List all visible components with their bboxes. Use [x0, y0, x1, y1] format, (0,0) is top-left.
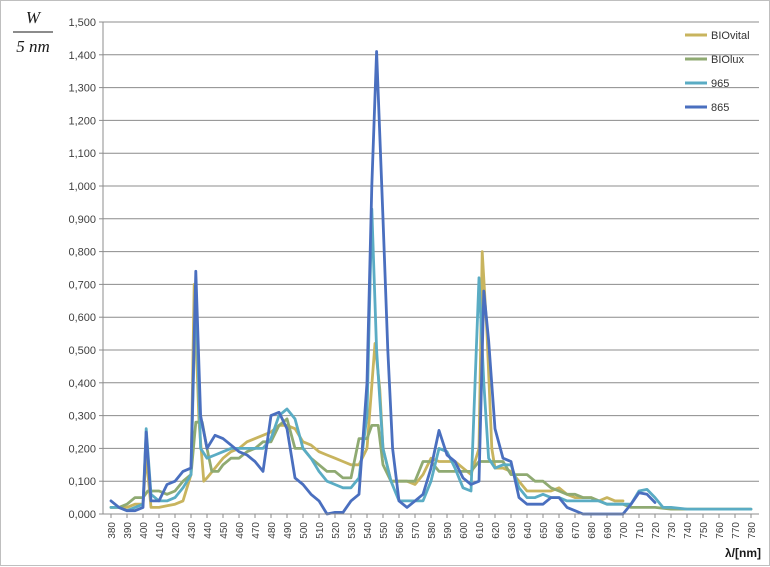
x-tick-label: 700	[619, 522, 630, 539]
x-tick-label: 430	[187, 522, 198, 539]
x-tick-label: 440	[203, 522, 214, 539]
x-tick-label: 510	[315, 522, 326, 539]
series-line-865	[109, 50, 657, 516]
x-tick-label: 410	[155, 522, 166, 539]
y-tick-label: 0,400	[68, 378, 96, 390]
x-tick-label: 630	[507, 522, 518, 539]
y-tick-label: 0,100	[68, 476, 96, 488]
x-tick-label: 710	[635, 522, 646, 539]
x-tick-label: 620	[491, 522, 502, 539]
y-tick-label: 0,200	[68, 443, 96, 455]
x-tick-label: 780	[747, 522, 758, 539]
y-tick-label: 0,500	[68, 345, 96, 357]
x-tick-label: 490	[283, 522, 294, 539]
x-axis-label: λ/[nm]	[725, 546, 761, 560]
y-tick-label: 1,400	[68, 50, 96, 62]
x-tick-label: 420	[171, 522, 182, 539]
series-lines	[109, 50, 753, 516]
legend-label: BIOvital	[711, 30, 750, 42]
y-axis-unit-label: W 5 nm	[13, 8, 53, 56]
y-tick-label: 0,900	[68, 214, 96, 226]
x-tick-label: 670	[571, 522, 582, 539]
x-tick-label: 750	[699, 522, 710, 539]
legend-label: 965	[711, 78, 729, 90]
x-tick-label: 680	[587, 522, 598, 539]
legend: BIOvital BIOlux 965 865	[685, 30, 750, 114]
legend-label: 865	[711, 102, 729, 114]
x-tick-label: 470	[251, 522, 262, 539]
y-tick-label: 0,800	[68, 247, 96, 259]
y-tick-label: 0,000	[68, 509, 96, 521]
y-axis-ticks: 0,000 0,100 0,200 0,300 0,400 0,500 0,600 0,700…	[68, 17, 103, 521]
x-tick-label: 500	[299, 522, 310, 539]
y-tick-label: 1,000	[68, 181, 96, 193]
y-unit-numerator: W	[26, 8, 42, 27]
y-tick-label: 0,300	[68, 411, 96, 423]
x-tick-label: 530	[347, 522, 358, 539]
x-tick-label: 460	[235, 522, 246, 539]
x-tick-label: 380	[107, 522, 118, 539]
x-tick-label: 760	[715, 522, 726, 539]
x-tick-label: 550	[379, 522, 390, 539]
x-tick-label: 690	[603, 522, 614, 539]
series-line-965	[109, 207, 753, 513]
x-tick-label: 720	[651, 522, 662, 539]
x-axis-ticks: 380 390 400 410 420 430 440 450 460 470 480 490 500 5…	[107, 514, 758, 539]
x-tick-label: 730	[667, 522, 678, 539]
x-tick-label: 480	[267, 522, 278, 539]
y-tick-label: 1,300	[68, 83, 96, 95]
axes	[102, 22, 759, 515]
x-tick-label: 580	[427, 522, 438, 539]
y-tick-label: 0,600	[68, 312, 96, 324]
x-tick-label: 640	[523, 522, 534, 539]
x-tick-label: 740	[683, 522, 694, 539]
grid	[103, 21, 759, 482]
x-tick-label: 450	[219, 522, 230, 539]
x-tick-label: 600	[459, 522, 470, 539]
y-unit-denominator: 5 nm	[16, 37, 50, 56]
x-tick-label: 590	[443, 522, 454, 539]
y-tick-label: 0,700	[68, 279, 96, 291]
y-tick-label: 1,500	[68, 17, 96, 29]
x-tick-label: 400	[139, 522, 150, 539]
x-tick-label: 520	[331, 522, 342, 539]
y-tick-label: 1,200	[68, 115, 96, 127]
x-tick-label: 560	[395, 522, 406, 539]
x-tick-label: 610	[475, 522, 486, 539]
x-tick-label: 390	[123, 522, 134, 539]
x-tick-label: 770	[731, 522, 742, 539]
legend-label: BIOlux	[711, 54, 745, 66]
x-tick-label: 650	[539, 522, 550, 539]
y-tick-label: 1,100	[68, 148, 96, 160]
x-tick-label: 540	[363, 522, 374, 539]
x-tick-label: 570	[411, 522, 422, 539]
x-tick-label: 660	[555, 522, 566, 539]
